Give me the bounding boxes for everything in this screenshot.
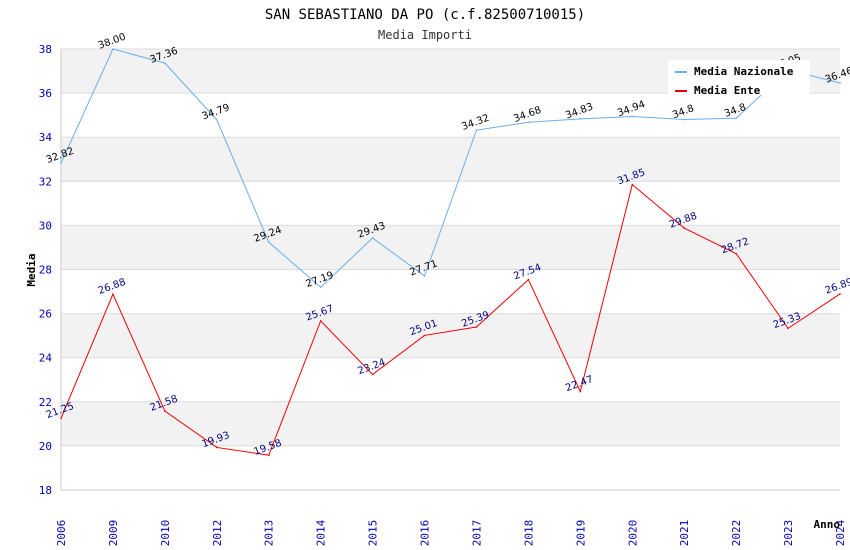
background-band <box>61 225 840 270</box>
x-tick-label: 2021 <box>678 520 691 547</box>
x-tick-label: 2019 <box>574 520 587 547</box>
series-line-ente <box>60 183 841 456</box>
data-point <box>579 118 582 120</box>
gridlines <box>60 48 840 491</box>
x-axis-ticks: 2006 2009 2010 2012 2013 2014 2015 2016 2017 2018… <box>55 519 847 546</box>
data-point <box>164 410 166 412</box>
data-point <box>164 62 166 64</box>
x-tick-label: 2017 <box>470 520 483 547</box>
x-axis-title: Anno <box>814 518 841 531</box>
y-tick-label: 30 <box>39 219 52 232</box>
data-point <box>112 48 114 50</box>
x-tick-label: 2016 <box>419 520 432 547</box>
series-line-nazionale <box>60 48 841 289</box>
legend-label-nazionale: Media Nazionale <box>694 65 794 78</box>
data-point <box>839 82 841 84</box>
x-tick-label: 2022 <box>730 520 743 547</box>
x-tick-label: 2015 <box>367 520 380 547</box>
x-tick-label: 2012 <box>211 520 224 547</box>
y-axis-ticks: 18 20 22 24 26 28 30 32 34 36 38 <box>39 43 53 497</box>
data-point <box>787 327 789 330</box>
data-point <box>683 227 685 229</box>
legend-box <box>668 60 810 95</box>
y-axis-title: Media <box>25 253 38 286</box>
y-tick-label: 24 <box>39 352 53 365</box>
data-point <box>112 293 114 295</box>
x-tick-label: 2023 <box>782 520 795 547</box>
y-tick-label: 28 <box>39 264 52 277</box>
data-point <box>683 118 685 121</box>
background-band <box>61 445 840 490</box>
background-band <box>61 137 840 182</box>
legend: Media Nazionale Media Ente <box>668 60 810 97</box>
x-tick-label: 2009 <box>107 520 120 547</box>
data-point <box>216 446 218 449</box>
data-point <box>527 121 530 124</box>
y-tick-label: 22 <box>39 396 52 409</box>
y-tick-label: 32 <box>39 175 52 188</box>
data-point <box>267 241 270 243</box>
legend-label-ente: Media Ente <box>694 84 761 97</box>
data-point <box>371 373 374 376</box>
y-tick-label: 36 <box>39 87 52 100</box>
background-band <box>61 357 840 402</box>
data-point <box>216 118 218 121</box>
y-tick-label: 18 <box>39 484 52 497</box>
data-point <box>579 390 582 393</box>
data-point <box>527 278 530 281</box>
data-point <box>475 129 478 131</box>
data-point <box>839 293 841 295</box>
data-point <box>475 326 478 328</box>
data-point <box>267 454 270 456</box>
background-band <box>61 269 840 314</box>
y-tick-label: 20 <box>39 440 52 453</box>
chart-title: SAN SEBASTIANO DA PO (c.f.82500710015) <box>265 7 585 23</box>
x-tick-label: 2020 <box>626 520 639 547</box>
data-point <box>319 286 322 289</box>
background-band <box>61 93 840 138</box>
x-tick-label: 2014 <box>315 519 328 546</box>
x-tick-label: 2006 <box>55 520 68 547</box>
chart-subtitle: Media Importi <box>378 28 472 42</box>
background-band <box>61 401 840 446</box>
y-tick-label: 38 <box>39 43 52 56</box>
background-band <box>61 313 840 358</box>
data-point <box>735 252 737 255</box>
background-bands <box>61 49 840 490</box>
data-point <box>631 183 634 186</box>
data-point <box>423 275 426 277</box>
data-point <box>735 117 737 120</box>
y-tick-label: 34 <box>39 131 53 144</box>
data-point <box>319 320 322 322</box>
data-point <box>60 162 62 165</box>
x-tick-label: 2013 <box>263 520 276 547</box>
data-point <box>371 237 374 239</box>
data-point <box>423 334 426 337</box>
data-point <box>631 115 634 118</box>
x-tick-label: 2010 <box>159 520 172 547</box>
series-lines <box>60 48 841 456</box>
data-point <box>60 417 62 420</box>
x-tick-label: 2018 <box>522 520 535 547</box>
x-tick-label: 2024 <box>834 519 847 546</box>
y-tick-label: 26 <box>39 308 52 321</box>
